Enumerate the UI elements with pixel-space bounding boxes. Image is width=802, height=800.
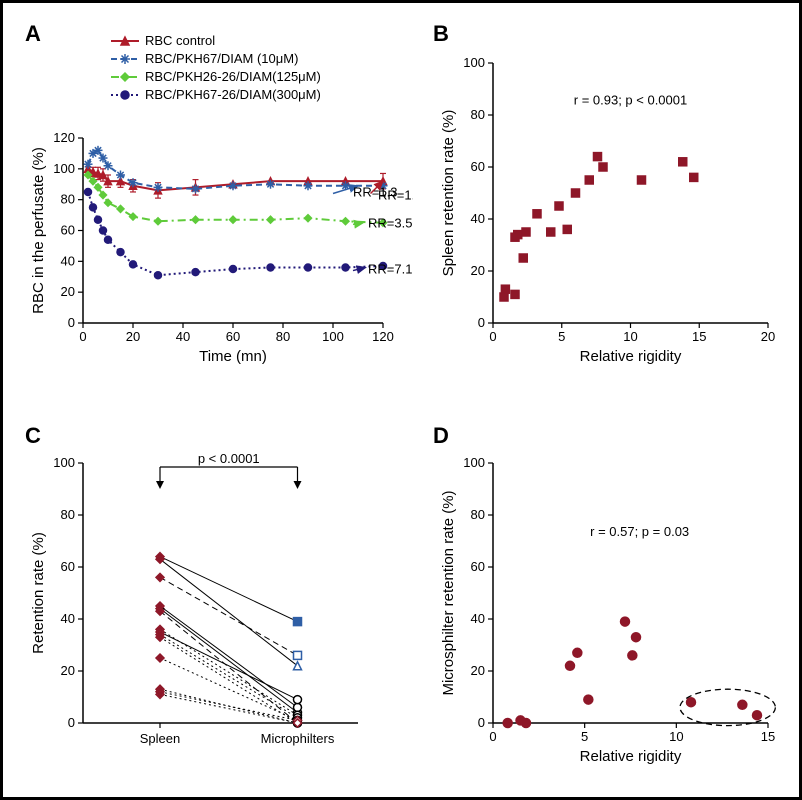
svg-text:15: 15	[761, 729, 775, 744]
svg-text:120: 120	[53, 130, 75, 145]
svg-text:Spleen: Spleen	[140, 731, 180, 746]
svg-text:0: 0	[489, 329, 496, 344]
svg-text:RR=3.5: RR=3.5	[368, 215, 412, 230]
svg-text:Microphilters: Microphilters	[261, 731, 335, 746]
svg-text:10: 10	[623, 329, 637, 344]
svg-text:100: 100	[463, 55, 485, 70]
svg-text:100: 100	[53, 455, 75, 470]
panel-a-chart: 0 20 40 60 80 100 120 0 20 40 60 80 100 120 Time (mn) R…	[13, 23, 413, 393]
svg-text:Relative rigidity: Relative rigidity	[580, 748, 682, 765]
svg-text:80: 80	[276, 329, 290, 344]
svg-text:80: 80	[61, 192, 75, 207]
svg-text:p < 0.0001: p < 0.0001	[198, 451, 260, 466]
panel-b-chart: 0 5 10 15 20 0 20 40 60 80 100 Relative rigidity Spl…	[423, 23, 793, 393]
svg-text:20: 20	[471, 663, 485, 678]
svg-text:5: 5	[581, 729, 588, 744]
svg-text:20: 20	[761, 329, 775, 344]
svg-text:40: 40	[61, 253, 75, 268]
svg-text:0: 0	[489, 729, 496, 744]
svg-text:80: 80	[471, 507, 485, 522]
svg-text:Spleen retention rate (%): Spleen retention rate (%)	[440, 110, 457, 277]
svg-text:RBC/PKH26-26/DIAM(125μM): RBC/PKH26-26/DIAM(125μM)	[145, 69, 321, 84]
svg-text:RR=7.1: RR=7.1	[368, 262, 412, 277]
svg-text:100: 100	[322, 329, 344, 344]
svg-text:Time (mn): Time (mn)	[199, 348, 267, 365]
svg-text:100: 100	[53, 161, 75, 176]
svg-text:20: 20	[471, 263, 485, 278]
svg-text:Microsphilter retention rate (: Microsphilter retention rate (%)	[440, 490, 457, 695]
svg-text:40: 40	[61, 611, 75, 626]
svg-text:10: 10	[669, 729, 683, 744]
svg-text:60: 60	[61, 223, 75, 238]
svg-text:Relative rigidity: Relative rigidity	[580, 348, 682, 365]
svg-text:60: 60	[471, 559, 485, 574]
svg-text:0: 0	[478, 315, 485, 330]
svg-text:60: 60	[226, 329, 240, 344]
svg-text:0: 0	[478, 715, 485, 730]
svg-text:r = 0.57; p = 0.03: r = 0.57; p = 0.03	[590, 524, 689, 539]
svg-text:15: 15	[692, 329, 706, 344]
svg-text:60: 60	[61, 559, 75, 574]
svg-text:120: 120	[372, 329, 394, 344]
svg-text:80: 80	[61, 507, 75, 522]
svg-text:r = 0.93; p < 0.0001: r = 0.93; p < 0.0001	[574, 93, 687, 108]
svg-text:100: 100	[463, 455, 485, 470]
svg-text:0: 0	[79, 329, 86, 344]
svg-text:40: 40	[471, 611, 485, 626]
svg-text:Retention rate (%): Retention rate (%)	[30, 532, 47, 654]
panel-d-chart: 0 5 10 15 0 20 40 60 80 100 Relative rigidity Micro…	[423, 423, 793, 793]
svg-text:60: 60	[471, 159, 485, 174]
svg-text:40: 40	[176, 329, 190, 344]
svg-text:0: 0	[68, 315, 75, 330]
svg-text:RR=1.0: RR=1.0	[378, 188, 413, 203]
svg-text:5: 5	[558, 329, 565, 344]
svg-text:RBC/PKH67-26/DIAM(300μM): RBC/PKH67-26/DIAM(300μM)	[145, 87, 321, 102]
svg-text:RBC in the perfusate (%): RBC in the perfusate (%)	[30, 147, 47, 314]
svg-text:80: 80	[471, 107, 485, 122]
svg-text:20: 20	[126, 329, 140, 344]
svg-text:0: 0	[68, 715, 75, 730]
svg-text:40: 40	[471, 211, 485, 226]
svg-text:20: 20	[61, 284, 75, 299]
svg-text:RBC control: RBC control	[145, 33, 215, 48]
svg-text:RBC/PKH67/DIAM (10μM): RBC/PKH67/DIAM (10μM)	[145, 51, 298, 66]
svg-text:20: 20	[61, 663, 75, 678]
figure-frame: A B C D 020406080100120020406080100120Ti…	[0, 0, 802, 800]
panel-c-chart: 0 20 40 60 80 100 Retention rate (%) Spleen Micr…	[13, 423, 413, 793]
